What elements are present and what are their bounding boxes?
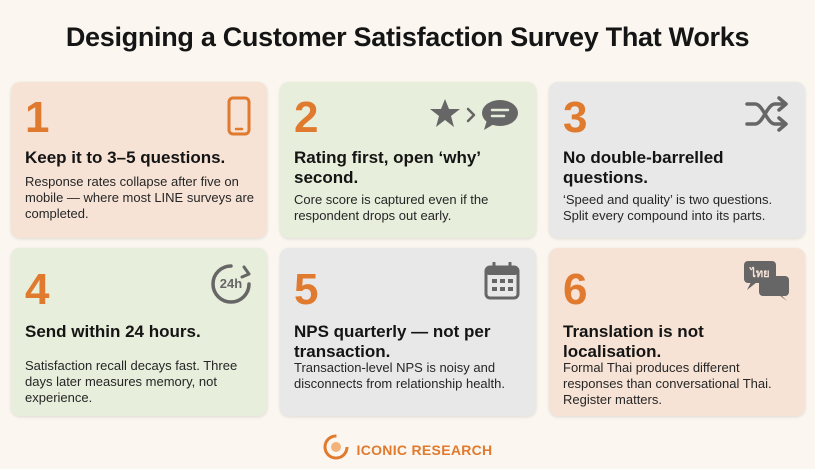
- tip-body: Satisfaction recall decays fast. Three d…: [25, 358, 238, 405]
- star-to-comment-icon: [430, 98, 522, 137]
- tip-body: Response rates collapse after five on mo…: [25, 174, 255, 221]
- tip-card-1: 1 Keep it to 3–5 questions. Response rat…: [11, 82, 267, 238]
- tip-body: Formal Thai produces different responses…: [563, 360, 772, 407]
- thai-script-label: ไทย: [750, 267, 770, 280]
- tip-body: ‘Speed and quality’ is two questions. Sp…: [563, 192, 773, 223]
- tip-heading: No double-barrelled questions.: [563, 148, 724, 187]
- footer: ICONIC RESEARCH: [0, 434, 815, 465]
- shuffle-icon: [745, 96, 791, 137]
- 24h-icon-label: 24h: [219, 276, 243, 291]
- tip-number: 3: [563, 93, 588, 142]
- speech-bubbles-icon: ไทย: [743, 260, 791, 302]
- tip-heading: Translation is not localisation.: [563, 322, 704, 361]
- tip-number: 4: [25, 265, 50, 314]
- tip-number: 5: [294, 265, 319, 314]
- iconic-research-logo: [323, 434, 349, 465]
- tip-card-3: 3 No double-barrelled questions. ‘Speed …: [549, 82, 805, 238]
- phone-icon: [227, 96, 251, 141]
- tips-grid: 1 Keep it to 3–5 questions. Response rat…: [11, 82, 805, 416]
- tip-body: Core score is captured even if the respo…: [294, 192, 489, 223]
- tip-card-4: 4 24h Send within 24 hours. Satisfaction…: [11, 248, 267, 416]
- tip-card-6: 6 ไทย Translation is not localisation. F…: [549, 248, 805, 416]
- tip-card-5: 5 NPS quarterly — not per transaction. T…: [280, 248, 536, 416]
- 24h-icon: 24h: [209, 262, 253, 306]
- tip-heading: Rating first, open ‘why’ second.: [294, 148, 481, 187]
- tip-number: 6: [563, 265, 588, 314]
- page-title: Designing a Customer Satisfaction Survey…: [65, 22, 750, 52]
- calendar-icon: [484, 261, 520, 305]
- tip-body: Transaction-level NPS is noisy and disco…: [294, 360, 506, 391]
- tip-number: 2: [294, 93, 319, 142]
- tip-number: 1: [25, 93, 50, 142]
- tip-card-2: 2 Rating first, open ‘why’ second. Core …: [280, 82, 536, 238]
- tip-heading: NPS quarterly — not per transaction.: [294, 322, 491, 361]
- brand-name: ICONIC RESEARCH: [356, 441, 493, 458]
- tip-heading: Send within 24 hours.: [25, 322, 201, 341]
- tip-heading: Keep it to 3–5 questions.: [25, 148, 226, 167]
